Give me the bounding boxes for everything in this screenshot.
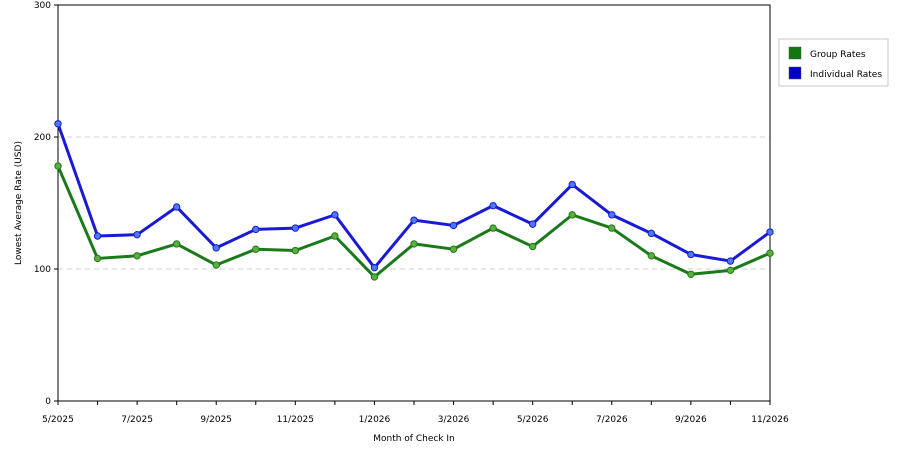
data-point-group xyxy=(93,254,102,263)
x-tick-label: 9/2025 xyxy=(200,415,232,425)
data-point-group xyxy=(528,242,537,251)
data-point-individual xyxy=(291,224,300,232)
axes xyxy=(57,4,771,402)
x-tick-label: 7/2026 xyxy=(596,415,628,425)
legend-label-group: Group Rates xyxy=(810,50,866,60)
data-point-individual xyxy=(54,120,62,128)
data-point-group xyxy=(370,273,379,281)
legend-swatch-individual xyxy=(788,66,802,80)
data-point-individual xyxy=(647,229,656,238)
data-point-individual xyxy=(528,220,537,228)
data-point-group xyxy=(133,252,141,260)
plot-frame xyxy=(57,4,771,402)
x-tick-label: 11/2026 xyxy=(751,415,789,425)
x-tick-label: 9/2026 xyxy=(675,415,707,425)
data-point-individual xyxy=(687,250,695,259)
y-axis-title: Lowest Average Rate (USD) xyxy=(14,141,24,265)
data-point-individual xyxy=(133,230,141,239)
x-tick-label: 3/2026 xyxy=(438,415,470,425)
data-point-group xyxy=(54,162,62,170)
data-point-individual xyxy=(410,216,418,224)
x-axis-title: Month of Check In xyxy=(373,434,455,444)
y-tick-label: 200 xyxy=(34,133,51,143)
legend: Group Rates Individual Rates xyxy=(778,38,889,87)
data-point-individual xyxy=(172,203,181,211)
y-tick-label: 0 xyxy=(45,397,51,407)
data-point-group xyxy=(331,232,339,240)
data-point-individual xyxy=(489,201,497,210)
data-point-individual xyxy=(608,211,616,219)
data-point-group xyxy=(410,240,418,248)
data-point-group xyxy=(449,245,458,253)
legend-swatch-group xyxy=(788,46,802,60)
data-point-individual xyxy=(726,257,735,265)
data-point-group xyxy=(766,249,774,257)
gridlines xyxy=(58,136,770,270)
x-tick-label: 7/2025 xyxy=(121,415,153,425)
data-point-individual xyxy=(331,211,339,219)
y-tick-label: 100 xyxy=(34,265,51,275)
data-point-individual xyxy=(449,221,458,230)
data-point-individual xyxy=(252,225,260,234)
legend-label-individual: Individual Rates xyxy=(810,70,882,80)
data-point-group xyxy=(212,261,220,269)
data-point-group xyxy=(647,252,656,260)
data-point-individual xyxy=(370,263,379,272)
y-axis-ticks: 0 100 200 300 xyxy=(34,1,58,407)
data-point-group xyxy=(172,240,181,248)
series-lines xyxy=(56,122,772,279)
data-point-group xyxy=(252,245,260,253)
series-points xyxy=(54,120,774,281)
data-point-individual xyxy=(93,232,102,240)
data-point-group xyxy=(608,224,616,232)
data-point-group xyxy=(489,224,497,232)
x-tick-label: 11/2025 xyxy=(277,415,314,425)
data-point-group xyxy=(687,270,695,278)
y-tick-label: 300 xyxy=(34,1,51,11)
x-tick-label: 5/2026 xyxy=(517,415,549,425)
x-tick-label: 1/2026 xyxy=(359,415,391,425)
data-point-individual xyxy=(212,244,220,252)
data-point-group xyxy=(291,246,300,255)
data-point-group xyxy=(726,266,735,275)
data-point-individual xyxy=(766,228,774,236)
data-point-group xyxy=(568,211,576,219)
x-tick-label: 5/2025 xyxy=(42,415,74,425)
x-axis-ticks: 5/2025 7/2025 9/2025 11/2025 1/2026 3/2026 5/2… xyxy=(42,401,789,425)
data-point-individual xyxy=(568,180,576,189)
